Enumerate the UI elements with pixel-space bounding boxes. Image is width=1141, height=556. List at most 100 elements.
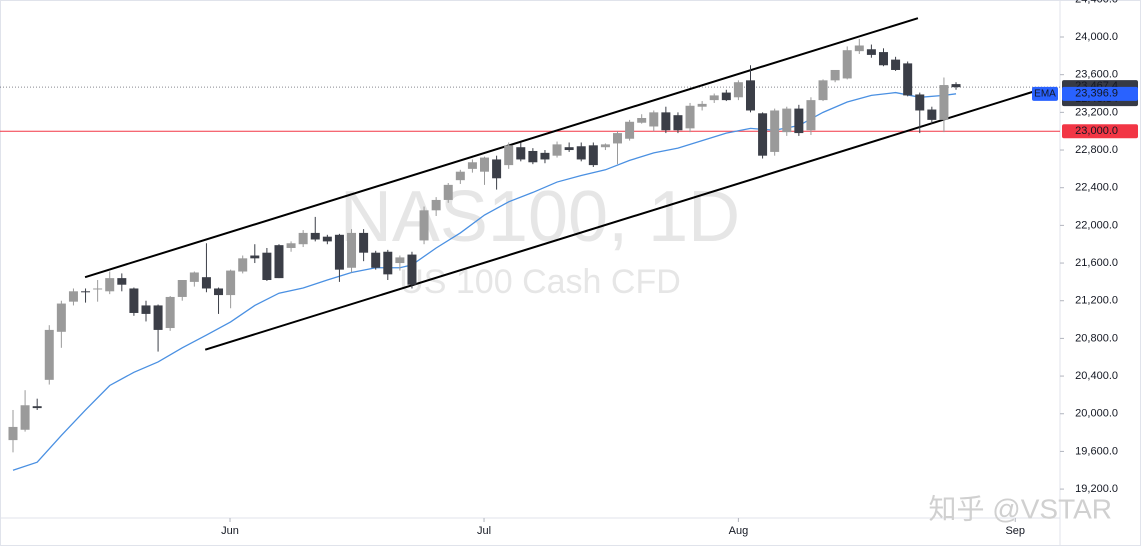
- x-tick-label: Sep: [1005, 525, 1025, 537]
- candle-body: [673, 115, 683, 131]
- candle-body: [504, 145, 514, 166]
- y-tick-label: 22,800.0: [1075, 144, 1118, 156]
- candle-body: [32, 406, 42, 409]
- candle-body: [395, 257, 405, 264]
- y-tick-label: 20,400.0: [1075, 370, 1118, 382]
- candle-body: [8, 426, 18, 441]
- candle-body: [661, 112, 671, 131]
- candle-body: [492, 159, 502, 179]
- x-tick-label: Jul: [477, 525, 491, 537]
- candle-body: [721, 92, 731, 101]
- candle-body: [733, 82, 743, 98]
- candle-body: [44, 329, 54, 380]
- y-tick-label: 22,400.0: [1075, 182, 1118, 194]
- candle-body: [600, 144, 610, 148]
- y-tick-label: 19,600.0: [1075, 445, 1118, 457]
- candle-body: [480, 157, 490, 172]
- candle-body: [117, 278, 127, 285]
- candle-body: [238, 258, 248, 272]
- candle-body: [927, 109, 937, 120]
- candle-body: [322, 236, 332, 242]
- candle-body: [637, 118, 647, 123]
- watermark-subtitle: US 100 Cash CFD: [399, 263, 681, 301]
- candle-body: [915, 94, 925, 111]
- candle-body: [274, 245, 284, 279]
- watermark-credit: 知乎 @VSTAR: [929, 493, 1112, 524]
- y-tick-label: 21,200.0: [1075, 295, 1118, 307]
- candle-body: [189, 272, 199, 282]
- y-tick-label: 23,600.0: [1075, 69, 1118, 81]
- candle-body: [758, 113, 768, 156]
- candle-body: [528, 150, 538, 163]
- ema-name-box: [1032, 86, 1058, 101]
- candle-body: [818, 80, 828, 101]
- candle-body: [625, 121, 635, 139]
- candle-body: [286, 243, 296, 248]
- candle-body: [564, 147, 574, 151]
- candle-body: [782, 108, 792, 133]
- candle-body: [359, 232, 369, 253]
- candle-body: [552, 144, 562, 156]
- candle-body: [407, 254, 417, 285]
- candle-body: [20, 405, 30, 430]
- candle-body: [576, 146, 586, 160]
- candle-body: [649, 112, 659, 127]
- candle-body: [153, 305, 163, 330]
- candle-body: [854, 45, 864, 52]
- ema-marker-label: 23,396.9: [1075, 88, 1118, 100]
- candle-body: [214, 288, 224, 296]
- candle-body: [310, 232, 320, 240]
- ema-name-label: EMA: [1034, 88, 1056, 99]
- candle-body: [455, 171, 465, 181]
- candle-body: [467, 162, 477, 169]
- y-tick-label: 24,000.0: [1075, 31, 1118, 43]
- candle-body: [177, 280, 187, 297]
- candle-body: [68, 291, 78, 302]
- candle-body: [431, 199, 441, 211]
- candle-body: [878, 52, 888, 66]
- candle-body: [794, 108, 804, 134]
- candle-body: [516, 147, 526, 160]
- candle-body: [951, 84, 961, 88]
- candle-body: [770, 110, 780, 152]
- x-tick-label: Aug: [729, 525, 749, 537]
- trendline: [204, 88, 1040, 351]
- level-label: 23,000.0: [1075, 125, 1118, 137]
- candle-body: [709, 95, 719, 101]
- candle-body: [891, 59, 901, 70]
- candle-body: [443, 184, 453, 200]
- candle-body: [201, 277, 211, 289]
- candle-body: [129, 288, 139, 313]
- candle-body: [745, 80, 755, 111]
- candle-body: [262, 252, 272, 281]
- candle-body: [226, 270, 236, 296]
- candle-body: [830, 69, 840, 81]
- candle-body: [105, 278, 115, 292]
- candle-body: [419, 210, 429, 241]
- candle-body: [81, 291, 91, 293]
- candle-body: [903, 63, 913, 96]
- y-tick-label: 21,600.0: [1075, 257, 1118, 269]
- candle-body: [540, 152, 550, 160]
- candle-body: [371, 252, 381, 268]
- candle-body: [806, 100, 816, 131]
- y-tick-label: 23,200.0: [1075, 106, 1118, 118]
- candle-body: [334, 234, 344, 270]
- x-tick-label: Jun: [221, 525, 239, 537]
- y-tick-label: 20,000.0: [1075, 408, 1118, 420]
- candle-body: [165, 296, 175, 329]
- y-tick-label: 24,400.0: [1075, 0, 1118, 5]
- trendline: [84, 17, 919, 279]
- candle-body: [298, 232, 308, 245]
- candle-body: [250, 255, 260, 259]
- y-tick-label: 19,200.0: [1075, 483, 1118, 495]
- candle-body: [56, 303, 66, 332]
- y-tick-label: 20,800.0: [1075, 332, 1118, 344]
- candle-body: [613, 133, 623, 144]
- candle-body: [939, 85, 949, 120]
- level-box: [1062, 124, 1138, 139]
- candle-body: [697, 103, 707, 107]
- candle-body: [685, 105, 695, 129]
- candle-body: [842, 50, 852, 79]
